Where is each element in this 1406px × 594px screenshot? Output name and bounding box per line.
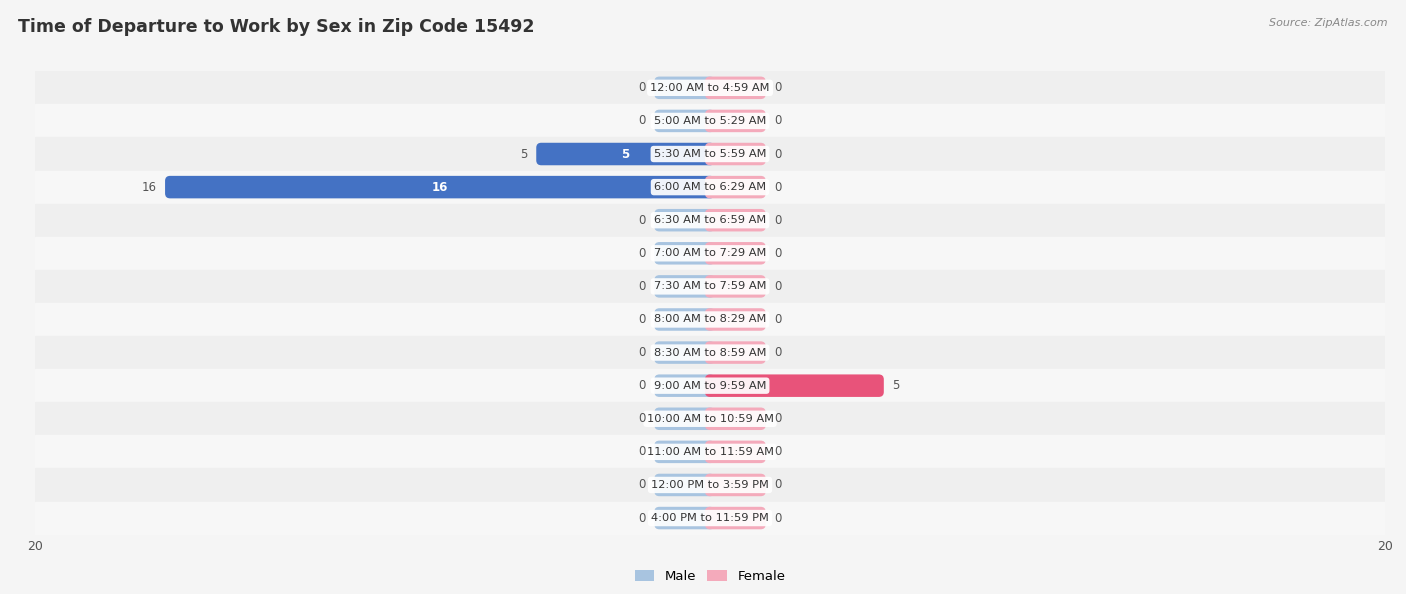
FancyBboxPatch shape bbox=[704, 507, 766, 529]
FancyBboxPatch shape bbox=[654, 473, 716, 496]
Text: 0: 0 bbox=[775, 346, 782, 359]
Text: 0: 0 bbox=[775, 280, 782, 293]
Text: 16: 16 bbox=[432, 181, 449, 194]
Text: 7:30 AM to 7:59 AM: 7:30 AM to 7:59 AM bbox=[654, 282, 766, 292]
Text: 16: 16 bbox=[142, 181, 156, 194]
Text: 0: 0 bbox=[638, 313, 645, 326]
FancyBboxPatch shape bbox=[654, 407, 716, 430]
Text: 0: 0 bbox=[775, 511, 782, 525]
Text: 11:00 AM to 11:59 AM: 11:00 AM to 11:59 AM bbox=[647, 447, 773, 457]
FancyBboxPatch shape bbox=[704, 110, 766, 132]
Text: 0: 0 bbox=[775, 147, 782, 160]
Bar bbox=[35, 501, 1385, 535]
FancyBboxPatch shape bbox=[704, 441, 766, 463]
Bar bbox=[35, 237, 1385, 270]
Text: 5: 5 bbox=[520, 147, 527, 160]
Bar bbox=[35, 170, 1385, 204]
FancyBboxPatch shape bbox=[704, 374, 884, 397]
FancyBboxPatch shape bbox=[654, 308, 716, 331]
FancyBboxPatch shape bbox=[654, 77, 716, 99]
FancyBboxPatch shape bbox=[704, 209, 766, 232]
FancyBboxPatch shape bbox=[654, 342, 716, 364]
Bar bbox=[35, 336, 1385, 369]
Text: 0: 0 bbox=[638, 247, 645, 260]
Text: 8:00 AM to 8:29 AM: 8:00 AM to 8:29 AM bbox=[654, 314, 766, 324]
FancyBboxPatch shape bbox=[654, 242, 716, 264]
Text: 0: 0 bbox=[638, 214, 645, 227]
FancyBboxPatch shape bbox=[654, 507, 716, 529]
Text: 4:00 PM to 11:59 PM: 4:00 PM to 11:59 PM bbox=[651, 513, 769, 523]
Text: 12:00 AM to 4:59 AM: 12:00 AM to 4:59 AM bbox=[651, 83, 769, 93]
Text: 5: 5 bbox=[893, 379, 900, 392]
FancyBboxPatch shape bbox=[654, 275, 716, 298]
Text: 0: 0 bbox=[638, 280, 645, 293]
FancyBboxPatch shape bbox=[704, 407, 766, 430]
FancyBboxPatch shape bbox=[536, 143, 716, 165]
Text: 5:00 AM to 5:29 AM: 5:00 AM to 5:29 AM bbox=[654, 116, 766, 126]
Bar bbox=[35, 71, 1385, 105]
Text: 7:00 AM to 7:29 AM: 7:00 AM to 7:29 AM bbox=[654, 248, 766, 258]
FancyBboxPatch shape bbox=[654, 209, 716, 232]
FancyBboxPatch shape bbox=[654, 374, 716, 397]
Text: 0: 0 bbox=[775, 115, 782, 128]
FancyBboxPatch shape bbox=[654, 110, 716, 132]
FancyBboxPatch shape bbox=[704, 342, 766, 364]
Text: 0: 0 bbox=[638, 115, 645, 128]
Text: 0: 0 bbox=[775, 412, 782, 425]
Bar bbox=[35, 402, 1385, 435]
Text: 6:00 AM to 6:29 AM: 6:00 AM to 6:29 AM bbox=[654, 182, 766, 192]
Text: 0: 0 bbox=[775, 181, 782, 194]
Text: Source: ZipAtlas.com: Source: ZipAtlas.com bbox=[1270, 18, 1388, 28]
Bar bbox=[35, 204, 1385, 237]
Text: 6:30 AM to 6:59 AM: 6:30 AM to 6:59 AM bbox=[654, 215, 766, 225]
Bar bbox=[35, 303, 1385, 336]
Bar bbox=[35, 137, 1385, 170]
Text: 0: 0 bbox=[638, 511, 645, 525]
Bar bbox=[35, 105, 1385, 137]
Text: 0: 0 bbox=[638, 478, 645, 491]
Text: 0: 0 bbox=[775, 478, 782, 491]
FancyBboxPatch shape bbox=[704, 77, 766, 99]
Bar bbox=[35, 469, 1385, 501]
Bar bbox=[35, 270, 1385, 303]
Text: 0: 0 bbox=[638, 446, 645, 459]
FancyBboxPatch shape bbox=[704, 275, 766, 298]
Text: 12:00 PM to 3:59 PM: 12:00 PM to 3:59 PM bbox=[651, 480, 769, 490]
FancyBboxPatch shape bbox=[165, 176, 716, 198]
Text: 0: 0 bbox=[775, 247, 782, 260]
Text: 0: 0 bbox=[775, 81, 782, 94]
Legend: Male, Female: Male, Female bbox=[630, 564, 790, 588]
Text: 5: 5 bbox=[621, 147, 630, 160]
Text: 0: 0 bbox=[638, 412, 645, 425]
FancyBboxPatch shape bbox=[704, 308, 766, 331]
Text: Time of Departure to Work by Sex in Zip Code 15492: Time of Departure to Work by Sex in Zip … bbox=[18, 18, 534, 36]
Text: 0: 0 bbox=[775, 446, 782, 459]
Text: 8:30 AM to 8:59 AM: 8:30 AM to 8:59 AM bbox=[654, 347, 766, 358]
FancyBboxPatch shape bbox=[704, 473, 766, 496]
FancyBboxPatch shape bbox=[704, 242, 766, 264]
Bar bbox=[35, 435, 1385, 469]
Text: 0: 0 bbox=[638, 81, 645, 94]
Text: 10:00 AM to 10:59 AM: 10:00 AM to 10:59 AM bbox=[647, 414, 773, 424]
Text: 0: 0 bbox=[638, 346, 645, 359]
Text: 5:30 AM to 5:59 AM: 5:30 AM to 5:59 AM bbox=[654, 149, 766, 159]
Text: 0: 0 bbox=[638, 379, 645, 392]
Text: 0: 0 bbox=[775, 214, 782, 227]
Text: 9:00 AM to 9:59 AM: 9:00 AM to 9:59 AM bbox=[654, 381, 766, 391]
FancyBboxPatch shape bbox=[704, 176, 766, 198]
FancyBboxPatch shape bbox=[654, 441, 716, 463]
Text: 0: 0 bbox=[775, 313, 782, 326]
FancyBboxPatch shape bbox=[704, 143, 766, 165]
Bar bbox=[35, 369, 1385, 402]
